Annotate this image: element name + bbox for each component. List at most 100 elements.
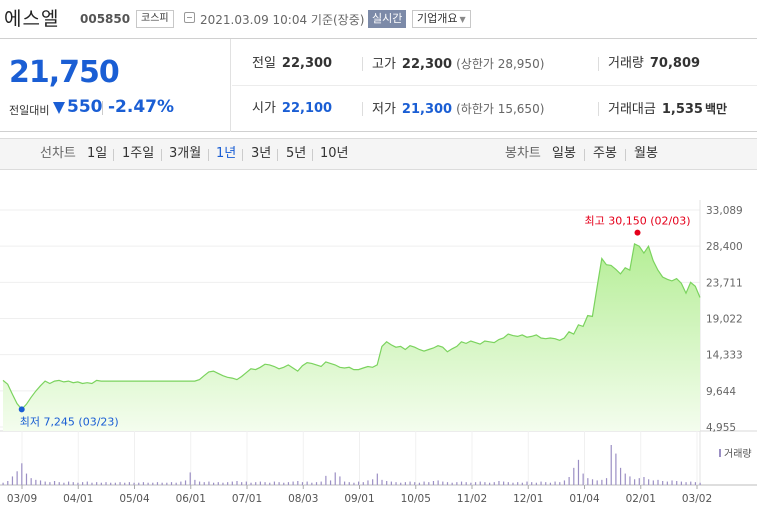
tab-daily-candle[interactable]: 일봉 [552,146,576,161]
y-tick-label: 33,089 [706,205,743,217]
volume-bar [460,481,463,485]
tab-5y[interactable]: 5년 [286,146,307,161]
volume-bar [432,481,435,485]
tab-monthly-candle[interactable]: 월봉 [634,146,658,161]
volume-bar [63,482,65,485]
tab-3m[interactable]: 3개월 [169,146,202,161]
upper-limit: (상한가 28,950) [456,57,545,71]
volume-bar [563,480,566,485]
volume-bar [119,482,121,485]
y-tick-label: 19,022 [706,314,743,326]
volume-bar [67,481,70,485]
y-tick-label: 28,400 [706,241,743,253]
tab-weekly-candle[interactable]: 주봉 [593,146,617,161]
divider [113,149,114,161]
y-tick-label: 9,644 [706,386,736,398]
x-tick-label: 06/01 [176,493,206,505]
x-tick-label: 10/05 [401,493,431,505]
divider [362,57,363,71]
current-price: 21,750 [9,55,120,90]
tab-3y[interactable]: 3년 [251,146,272,161]
volume-bar [259,481,261,485]
volume-bar [638,478,640,485]
volume-bar [105,482,107,485]
volume-bars: 거래량 [2,445,752,485]
volume-bar [124,482,126,485]
high-label: 고가 [372,57,396,72]
tab-1d[interactable]: 1일 [87,146,108,161]
volume-bar [634,479,636,485]
stock-header: 에스엘 005850 코스피 2021.03.09 10:04 기준(장중) 실… [0,0,757,36]
amount-cell: 거래대금 1,535 백만 [608,86,727,132]
tab-10y[interactable]: 10년 [320,146,349,161]
volume-bar [414,482,416,485]
market-badge: 코스피 [136,10,174,28]
volume-bar [86,481,88,485]
low-label: 저가 [372,102,396,117]
volume-bar [217,482,219,485]
volume-bar [545,482,547,485]
volume-bar [301,482,304,485]
volume-cell: 거래량 70,809 [608,41,700,87]
company-overview-dropdown[interactable]: 기업개요 ▼ [412,10,471,28]
volume-bar [549,482,552,485]
volume-bar [339,476,341,485]
volume-bar [58,482,60,485]
volume-bar [231,481,233,485]
divider [102,101,103,115]
volume-bar [39,480,42,485]
volume-bar [96,482,98,485]
volume-bar [21,463,23,485]
volume-bar [512,482,514,485]
change-percent: -2.47% [108,97,175,117]
volume-bar [35,479,37,485]
volume-bar [404,482,406,485]
open-label: 시가 [252,101,276,116]
volume-bar [624,473,626,485]
volume-bar [142,482,145,485]
volume-bar [418,482,421,485]
volume-bar [325,475,327,485]
volume-bar [334,472,336,485]
volume-bar [264,482,266,485]
realtime-badge[interactable]: 실시간 [368,10,407,28]
volume-bar [133,482,135,485]
chevron-down-icon: ▼ [459,15,466,24]
prev-close-label: 전일 [252,56,276,71]
volume-bar [507,482,509,485]
tab-1w[interactable]: 1주일 [122,146,155,161]
divider [625,149,626,161]
volume-bar [601,479,603,485]
down-arrow-icon [53,102,65,114]
volume-bar [166,482,168,485]
volume-bar [386,481,388,485]
volume-bar [315,482,318,485]
volume-bar [465,482,467,485]
lower-limit: (하한가 15,650) [456,102,545,116]
volume-bar [227,482,229,485]
tab-1y[interactable]: 1년 [216,146,237,161]
volume-bar [446,482,449,485]
divider [312,149,313,161]
x-tick-label: 03/09 [7,493,37,505]
volume-bar [591,479,594,485]
volume-bar [615,453,617,485]
volume-bar [456,482,458,485]
amount-unit: 백만 [704,102,728,116]
volume-bar [554,481,556,485]
volume-bar [437,480,439,485]
volume-bar [273,481,276,485]
volume-value: 70,809 [649,56,701,71]
change-amount: 550 [67,97,103,117]
volume-bar [16,471,18,485]
volume-bar [559,482,561,485]
high-marker [634,229,641,236]
stock-code: 005850 [80,12,131,26]
volume-label: 거래량 [608,56,644,71]
volume-bar [114,482,116,485]
volume-bar [428,482,430,485]
volume-bar [493,482,495,485]
volume-bar [568,477,570,485]
company-overview-label: 기업개요 [417,12,458,25]
volume-bar [648,479,650,485]
